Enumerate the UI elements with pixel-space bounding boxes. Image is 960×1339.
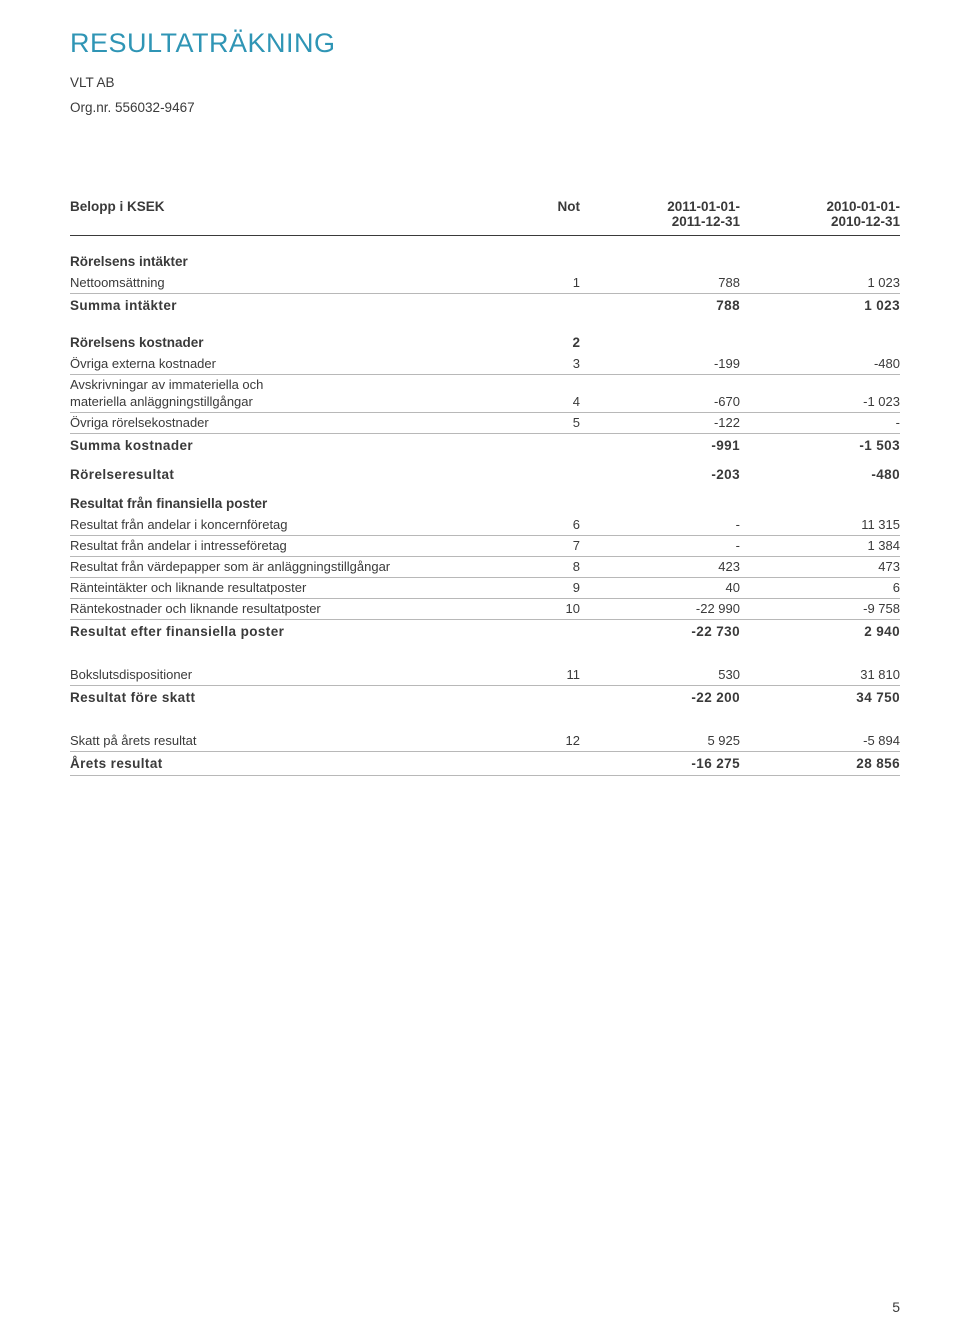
table-header-row-1: Belopp i KSEK Not 2011-01-01- 2010-01-01…: [70, 195, 900, 214]
table-row: Övriga rörelsekostnader 5 -122 -: [70, 413, 900, 434]
col-period1-top: 2011-01-01-: [580, 195, 740, 214]
table-row: Ränteintäkter och liknande resultatposte…: [70, 578, 900, 599]
company-name: VLT AB: [70, 75, 900, 90]
table-row: materiella anläggningstillgångar 4 -670 …: [70, 392, 900, 413]
org-number: Org.nr. 556032-9467: [70, 100, 900, 115]
table-row: Resultat från andelar i koncernföretag 6…: [70, 515, 900, 536]
sum-row: Årets resultat -16 275 28 856: [70, 752, 900, 776]
sum-row: Summa kostnader -991 -1 503: [70, 434, 900, 458]
sum-row: Summa intäkter 788 1 023: [70, 294, 900, 318]
col-period2-top: 2010-01-01-: [740, 195, 900, 214]
table-row: Resultat från värdepapper som är anläggn…: [70, 557, 900, 578]
sum-row: Resultat före skatt -22 200 34 750: [70, 686, 900, 710]
section-heading: Rörelsens kostnader 2: [70, 317, 900, 354]
table-row: Övriga externa kostnader 3 -199 -480: [70, 354, 900, 375]
page-title: RESULTATRÄKNING: [70, 28, 900, 59]
table-row: Räntekostnader och liknande resultatpost…: [70, 599, 900, 620]
table-row: Avskrivningar av immateriella och: [70, 375, 900, 393]
section-heading: Rörelsens intäkter: [70, 236, 900, 274]
sum-row: Resultat efter finansiella poster -22 73…: [70, 620, 900, 644]
table-row: Skatt på årets resultat 12 5 925 -5 894: [70, 731, 900, 752]
page-number: 5: [892, 1299, 900, 1315]
mid-row: Rörelseresultat -203 -480: [70, 457, 900, 486]
col-period1-bot: 2011-12-31: [580, 214, 740, 236]
table-row: Nettoomsättning 1 788 1 023: [70, 273, 900, 294]
col-label: Belopp i KSEK: [70, 195, 496, 214]
col-period2-bot: 2010-12-31: [740, 214, 900, 236]
table-row: Bokslutsdispositioner 11 530 31 810: [70, 665, 900, 686]
table-header-row-2: 2011-12-31 2010-12-31: [70, 214, 900, 236]
income-statement-table: Belopp i KSEK Not 2011-01-01- 2010-01-01…: [70, 195, 900, 776]
section-heading: Resultat från finansiella poster: [70, 486, 900, 515]
col-not: Not: [496, 195, 580, 214]
table-row: Resultat från andelar i intresseföretag …: [70, 536, 900, 557]
